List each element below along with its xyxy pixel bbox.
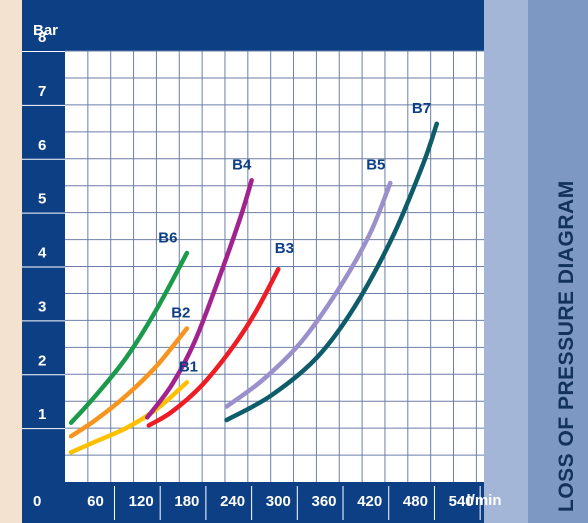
x-tick-label: 540 xyxy=(449,493,474,510)
x-tick-label: 240 xyxy=(220,493,245,510)
x-tick-label: 420 xyxy=(357,493,382,510)
series-label-b3: B3 xyxy=(275,240,294,257)
y-tick-label: 8 xyxy=(38,29,46,46)
series-label-b6: B6 xyxy=(158,229,177,246)
series-line-b3 xyxy=(146,266,281,428)
side-panel-strip xyxy=(484,0,528,523)
y-tick-label: 3 xyxy=(38,298,46,315)
series-line-b1 xyxy=(68,380,190,455)
origin-label: 0 xyxy=(33,493,41,510)
series-labels: B1 B2 B6 B3 B4 B5 B7 xyxy=(158,100,431,376)
x-tick-label: 300 xyxy=(266,493,291,510)
series-label-b2: B2 xyxy=(171,305,190,322)
series-line-b7 xyxy=(224,121,440,423)
y-tick-label: 5 xyxy=(38,191,46,208)
series-label-b5: B5 xyxy=(366,157,385,174)
y-axis-label: Bar xyxy=(33,22,58,39)
y-tick-label: 7 xyxy=(38,83,46,100)
x-tick-label: 60 xyxy=(87,493,104,510)
y-tick-label: 6 xyxy=(38,137,46,154)
series-label-b4: B4 xyxy=(232,157,252,174)
series-line-b2 xyxy=(68,326,190,439)
series-curves xyxy=(68,121,440,455)
y-tick-label: 2 xyxy=(38,352,46,369)
y-tick-label: 1 xyxy=(38,406,46,423)
x-tick-label: 360 xyxy=(312,493,337,510)
x-tick-label: 180 xyxy=(174,493,199,510)
x-tick-label: 120 xyxy=(129,493,154,510)
chart-title: LOSS OF PRESSURE DIAGRAM xyxy=(555,180,578,512)
series-label-b1: B1 xyxy=(179,359,198,376)
x-tick-label: 480 xyxy=(403,493,428,510)
x-tick-labels: 60 120 180 240 300 360 420 480 540 xyxy=(87,486,481,520)
y-tick-label: 4 xyxy=(38,245,47,262)
series-line-b6 xyxy=(68,250,190,425)
y-tick-labels: 1 2 3 4 5 6 7 8 xyxy=(22,29,65,430)
x-axis-label: l/min xyxy=(466,492,501,509)
series-label-b7: B7 xyxy=(412,100,431,117)
series-line-b5 xyxy=(224,180,393,409)
series-line-b4 xyxy=(145,178,254,420)
